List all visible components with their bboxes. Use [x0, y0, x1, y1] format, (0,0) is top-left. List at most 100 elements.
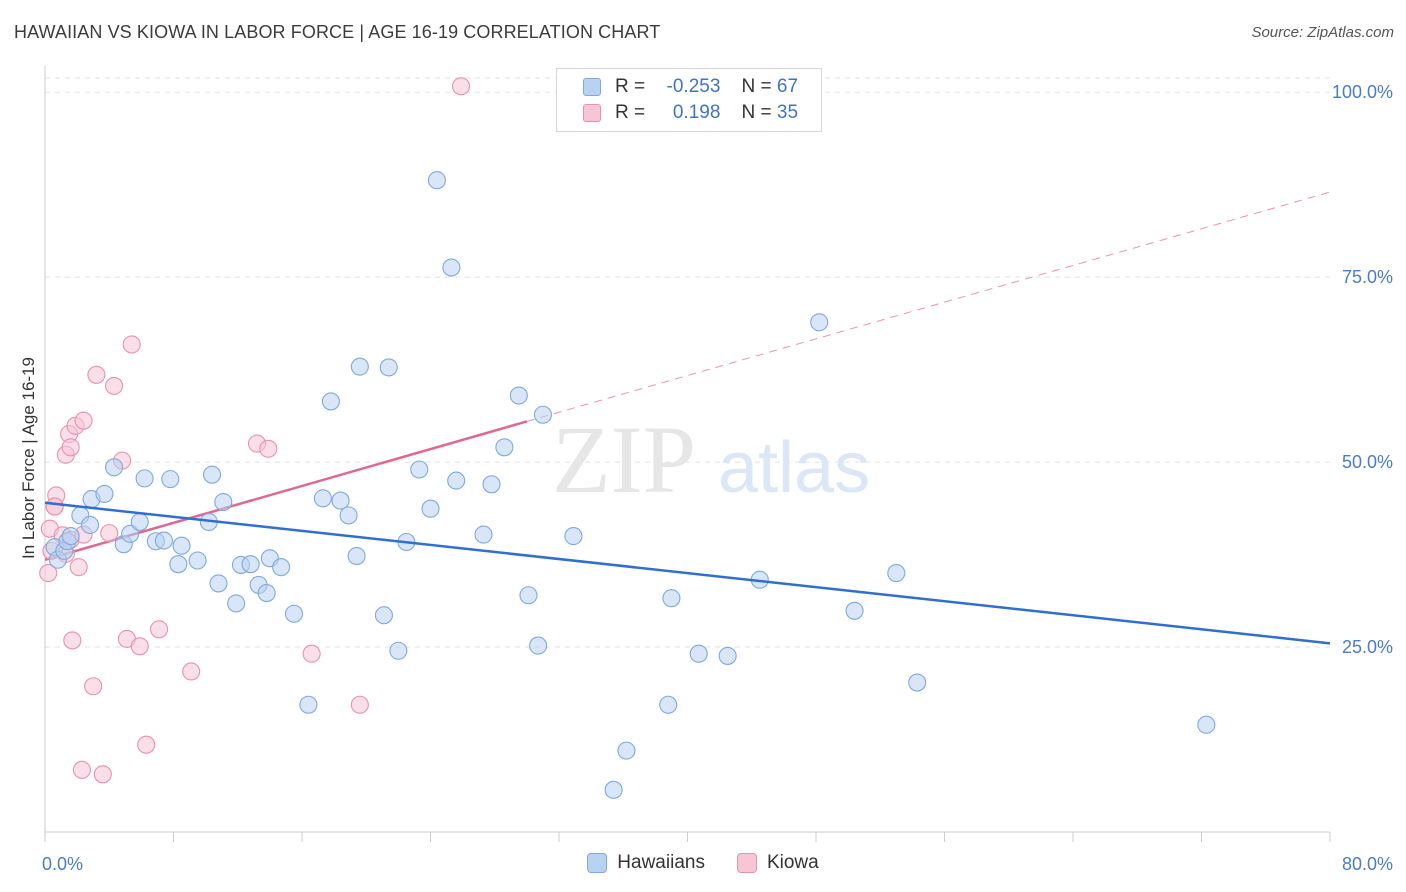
hawaiian-swatch	[583, 78, 601, 96]
legend-r-label: R =	[615, 76, 646, 97]
hawaiian-point	[121, 524, 140, 543]
chart-title: HAWAIIAN VS KIOWA IN LABOR FORCE | AGE 1…	[14, 22, 661, 42]
y-tick-label: 50.0%	[1342, 452, 1393, 472]
hawaiian-point	[442, 258, 461, 277]
hawaiian-point	[161, 470, 180, 489]
hawaiian-trend-solid	[44, 501, 1331, 645]
hawaiian-point	[509, 386, 528, 405]
legend-n-label: N =	[741, 102, 772, 123]
hawaiian-point	[135, 469, 154, 488]
hawaiian-point	[61, 527, 80, 546]
hawaiian-point	[908, 673, 927, 692]
hawaiian-point	[662, 589, 681, 608]
hawaiian-point	[1197, 715, 1216, 734]
kiowa-point	[182, 662, 201, 681]
hawaiian-point	[214, 492, 233, 512]
y-tick-label: 75.0%	[1342, 267, 1393, 287]
hawaiian-points	[45, 171, 1216, 799]
kiowa-point	[74, 411, 93, 430]
legend-row-kiowa: R = 0.198 N = 35	[583, 101, 798, 125]
kiowa-point	[259, 439, 278, 458]
hawaiian-point	[321, 392, 340, 411]
hawaiian-point	[389, 641, 408, 660]
hawaiian-point	[427, 171, 446, 190]
legend-item-hawaiians: Hawaiians	[587, 852, 705, 874]
kiowa-point	[61, 438, 80, 457]
hawaiian-point	[845, 601, 864, 620]
kiowa-point	[93, 765, 112, 784]
hawaiian-point	[130, 512, 149, 532]
kiowa-points	[39, 77, 471, 784]
hawaiian-point	[421, 499, 440, 518]
hawaiian-point	[188, 551, 207, 570]
hawaiian-point	[172, 536, 191, 555]
axes	[44, 66, 1331, 842]
kiowa-swatch	[583, 104, 601, 122]
hawaiian-point	[617, 741, 636, 760]
y-tick-label: 25.0%	[1342, 637, 1393, 657]
x-tick-label: 0.0%	[42, 854, 83, 874]
legend-item-kiowa: Kiowa	[736, 852, 819, 874]
hawaiian-trend-line	[44, 501, 1331, 645]
hawaiian-point	[105, 458, 124, 477]
hawaiian-point	[257, 583, 276, 603]
hawaiian-point	[374, 606, 393, 625]
hawaiian-point	[154, 531, 173, 550]
hawaiian-point	[272, 558, 291, 577]
kiowa-point	[302, 644, 321, 663]
hawaiian-point	[887, 564, 906, 583]
kiowa-point	[100, 524, 119, 543]
hawaiian-point	[604, 780, 623, 799]
hawaiian-point	[564, 527, 583, 546]
hawaiian-point	[810, 313, 829, 332]
hawaiian-point	[689, 644, 708, 663]
y-axis-label: In Labor Force | Age 16-19	[19, 357, 38, 559]
kiowa-point	[122, 335, 141, 354]
legend-row-hawaiians: R = -0.253 N = 67	[583, 75, 798, 99]
hawaiian-point	[241, 555, 260, 574]
kiowa-point	[69, 558, 88, 577]
kiowa-point	[350, 695, 369, 714]
kiowa-point	[84, 677, 103, 696]
x-tick-label: 80.0%	[1342, 854, 1393, 874]
hawaiian-point	[347, 547, 366, 566]
source-label: Source: ZipAtlas.com	[1251, 24, 1394, 41]
legend-label-kiowa: Kiowa	[766, 852, 819, 873]
hawaiian-point	[474, 525, 493, 544]
hawaiian-point	[227, 594, 246, 613]
kiowa-point	[45, 497, 64, 516]
legend-label-hawaiians: Hawaiians	[617, 852, 705, 873]
kiowa-point	[72, 760, 91, 779]
hawaiian-point	[350, 357, 369, 376]
legend-n-value: 35	[776, 102, 799, 123]
hawaiian-point	[447, 471, 466, 490]
kiowa-point	[39, 564, 58, 583]
watermark: ZIP atlas	[552, 406, 870, 513]
correlation-legend: R = -0.253 N = 67 R = 0.198 N = 35	[556, 68, 822, 132]
hawaiian-point	[203, 465, 222, 484]
kiowa-point	[130, 637, 149, 656]
y-tick-label: 100.0%	[1332, 82, 1393, 102]
tick-labels: 25.0% 50.0% 75.0% 100.0% 0.0% 80.0%	[42, 82, 1393, 874]
hawaiian-point	[533, 405, 552, 424]
hawaiian-point	[379, 358, 398, 377]
kiowa-point	[105, 376, 124, 395]
hawaiian-point	[95, 484, 114, 503]
hawaiian-point	[718, 646, 737, 665]
hawaiian-point	[169, 555, 188, 574]
kiowa-point	[87, 365, 106, 384]
kiowa-legend-swatch	[736, 853, 757, 873]
hawaiian-point	[482, 475, 501, 494]
legend-n-value: 67	[776, 76, 799, 97]
hawaiian-point	[313, 489, 332, 508]
hawaiian-point	[284, 604, 304, 623]
legend-n-label: N =	[741, 76, 772, 97]
hawaiian-point	[410, 460, 429, 479]
legend-r-value: 0.198	[672, 102, 721, 123]
hawaiian-point	[80, 515, 100, 535]
watermark-zip: ZIP	[552, 406, 696, 513]
hawaiian-legend-swatch	[587, 853, 608, 873]
series-legend: Hawaiians Kiowa	[0, 852, 1406, 874]
kiowa-point	[451, 77, 471, 96]
